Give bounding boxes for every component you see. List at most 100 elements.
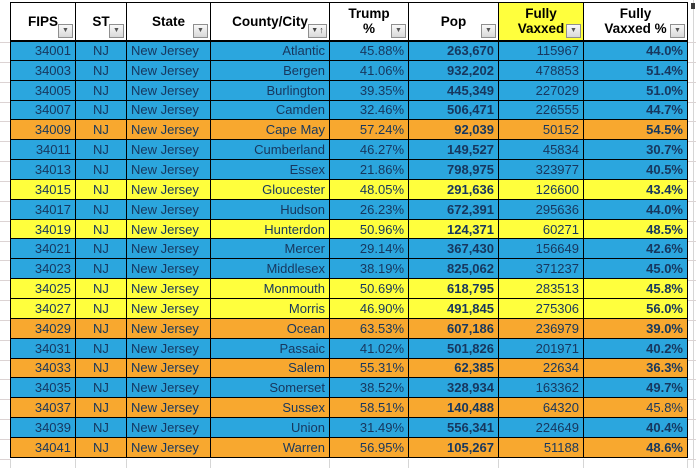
cell-fips[interactable]: 34037 [10,397,76,419]
cell-state-abbr[interactable]: NJ [75,436,127,458]
cell-fully-vaxxed-pct[interactable]: 36.3% [583,357,688,379]
cell-trump-pct[interactable]: 32.46% [329,99,409,121]
cell-trump-pct[interactable]: 41.06% [329,59,409,81]
cell-county[interactable]: Essex [210,159,330,180]
cell-trump-pct[interactable]: 55.31% [329,357,409,379]
cell-fully-vaxxed-pct[interactable]: 49.7% [583,377,688,399]
cell-trump-pct[interactable]: 48.05% [329,178,409,200]
cell-state-abbr[interactable]: NJ [75,119,127,141]
cell-trump-pct[interactable]: 63.53% [329,317,409,339]
cell-fips[interactable]: 34007 [10,99,76,121]
cell-county[interactable]: Mercer [210,238,330,260]
cell-state-abbr[interactable]: NJ [75,40,127,61]
filter-dropdown-icon[interactable]: ▼ [391,23,406,38]
cell-fully-vaxxed[interactable]: 224649 [498,417,584,438]
cell-population[interactable]: 149,527 [408,139,499,161]
cell-county[interactable]: Salem [210,357,330,379]
cell-state-abbr[interactable]: NJ [75,79,127,101]
cell-county[interactable]: Monmouth [210,278,330,299]
column-header-county-city[interactable]: County/City ▼ ↑ [210,2,330,42]
cell-trump-pct[interactable]: 41.02% [329,337,409,359]
cell-trump-pct[interactable]: 57.24% [329,119,409,141]
cell-county[interactable]: Ocean [210,317,330,339]
cell-state-name[interactable]: New Jersey [126,436,211,458]
cell-population[interactable]: 825,062 [408,258,499,280]
cell-state-abbr[interactable]: NJ [75,357,127,379]
cell-trump-pct[interactable]: 50.69% [329,278,409,299]
cell-fully-vaxxed-pct[interactable]: 43.4% [583,178,688,200]
cell-state-abbr[interactable]: NJ [75,258,127,280]
cell-fully-vaxxed-pct[interactable]: 42.6% [583,238,688,260]
cell-state-abbr[interactable]: NJ [75,337,127,359]
cell-state-abbr[interactable]: NJ [75,238,127,260]
column-header-fully-vaxxed[interactable]: Fully Vaxxed ▼ [498,2,584,42]
cell-state-name[interactable]: New Jersey [126,377,211,399]
cell-fully-vaxxed-pct[interactable]: 45.0% [583,258,688,280]
cell-trump-pct[interactable]: 56.95% [329,436,409,458]
cell-fully-vaxxed[interactable]: 115967 [498,40,584,61]
cell-county[interactable]: Hudson [210,198,330,220]
cell-population[interactable]: 556,341 [408,417,499,438]
cell-state-abbr[interactable]: NJ [75,198,127,220]
cell-fully-vaxxed-pct[interactable]: 45.8% [583,397,688,419]
cell-county[interactable]: Cumberland [210,139,330,161]
cell-county[interactable]: Camden [210,99,330,121]
cell-fully-vaxxed[interactable]: 275306 [498,297,584,319]
cell-state-name[interactable]: New Jersey [126,79,211,101]
cell-population[interactable]: 124,371 [408,218,499,240]
cell-county[interactable]: Sussex [210,397,330,419]
cell-county[interactable]: Atlantic [210,40,330,61]
cell-population[interactable]: 263,670 [408,40,499,61]
cell-state-name[interactable]: New Jersey [126,278,211,299]
cell-population[interactable]: 932,202 [408,59,499,81]
cell-state-name[interactable]: New Jersey [126,178,211,200]
cell-state-name[interactable]: New Jersey [126,139,211,161]
cell-fips[interactable]: 34033 [10,357,76,379]
cell-fully-vaxxed-pct[interactable]: 54.5% [583,119,688,141]
cell-trump-pct[interactable]: 39.35% [329,79,409,101]
cell-state-name[interactable]: New Jersey [126,397,211,419]
cell-state-abbr[interactable]: NJ [75,278,127,299]
cell-population[interactable]: 491,845 [408,297,499,319]
cell-state-abbr[interactable]: NJ [75,59,127,81]
filter-dropdown-sort-asc-icon[interactable]: ▼ ↑ [308,23,327,38]
cell-state-name[interactable]: New Jersey [126,357,211,379]
cell-fully-vaxxed-pct[interactable]: 48.6% [583,436,688,458]
cell-state-name[interactable]: New Jersey [126,40,211,61]
cell-county[interactable]: Gloucester [210,178,330,200]
cell-county[interactable]: Passaic [210,337,330,359]
cell-fully-vaxxed-pct[interactable]: 44.7% [583,99,688,121]
cell-population[interactable]: 291,636 [408,178,499,200]
cell-state-abbr[interactable]: NJ [75,377,127,399]
cell-county[interactable]: Cape May [210,119,330,141]
cell-fips[interactable]: 34001 [10,40,76,61]
cell-population[interactable]: 367,430 [408,238,499,260]
cell-population[interactable]: 672,391 [408,198,499,220]
filter-dropdown-icon[interactable]: ▼ [109,23,124,38]
cell-fips[interactable]: 34003 [10,59,76,81]
cell-fully-vaxxed[interactable]: 323977 [498,159,584,180]
cell-fips[interactable]: 34015 [10,178,76,200]
cell-trump-pct[interactable]: 45.88% [329,40,409,61]
cell-trump-pct[interactable]: 21.86% [329,159,409,180]
cell-population[interactable]: 328,934 [408,377,499,399]
cell-fips[interactable]: 34025 [10,278,76,299]
cell-state-abbr[interactable]: NJ [75,397,127,419]
cell-fully-vaxxed[interactable]: 227029 [498,79,584,101]
cell-fully-vaxxed[interactable]: 201971 [498,337,584,359]
cell-fully-vaxxed-pct[interactable]: 44.0% [583,40,688,61]
filter-dropdown-icon[interactable]: ▼ [670,23,685,38]
cell-county[interactable]: Bergen [210,59,330,81]
cell-fips[interactable]: 34011 [10,139,76,161]
cell-fips[interactable]: 34019 [10,218,76,240]
cell-county[interactable]: Morris [210,297,330,319]
cell-trump-pct[interactable]: 38.52% [329,377,409,399]
cell-fully-vaxxed[interactable]: 156649 [498,238,584,260]
cell-population[interactable]: 501,826 [408,337,499,359]
cell-fully-vaxxed-pct[interactable]: 40.4% [583,417,688,438]
cell-county[interactable]: Union [210,417,330,438]
column-header-trump-pct[interactable]: Trump % ▼ [329,2,409,42]
cell-fully-vaxxed-pct[interactable]: 39.0% [583,317,688,339]
cell-trump-pct[interactable]: 58.51% [329,397,409,419]
cell-fully-vaxxed[interactable]: 371237 [498,258,584,280]
